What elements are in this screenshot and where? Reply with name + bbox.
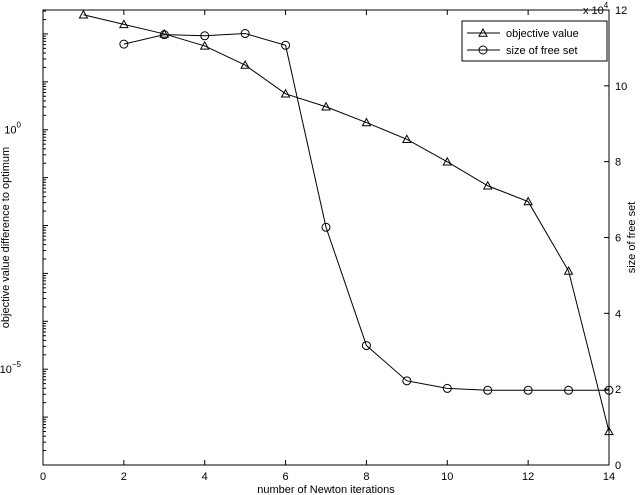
right-tick-label: 4 [615,308,621,320]
x-tick-label: 2 [121,471,127,483]
x-axis-label: number of Newton iterations [257,484,395,495]
objective-value-point [361,117,372,127]
free-set-size-point [159,30,169,40]
legend-label-size-of-free-set: size of free set [506,45,578,57]
objective-value-point [442,156,453,166]
objective-value-point [402,134,412,144]
legend-circle-marker [478,45,488,55]
legend-label-objective-value: objective value [506,28,579,40]
x-axis: 0 2 4 6 8 10 12 14 [40,10,615,483]
left-tick-label: 100 [4,121,21,137]
left-tick-label: 10−5 [0,360,22,376]
legend-box [461,20,608,62]
right-tick-label: 12 [615,5,627,17]
objective-value-point [119,19,129,29]
objective-value-point [280,88,291,98]
right-tick-label: 8 [615,157,621,169]
objective-value-point [523,196,533,206]
x-tick-label: 10 [441,471,453,483]
plot-area [42,9,610,466]
free-set-size-point [523,385,533,395]
right-tick-label: 6 [615,233,621,245]
x-tick-label: 8 [363,471,369,483]
x-tick-label: 12 [522,471,534,483]
free-set-size-point [604,385,614,395]
left-y-axis-label: objective value difference to optimum [0,147,12,328]
right-tick-label: 0 [615,460,621,472]
free-set-size-point [200,31,210,41]
x-tick-label: 4 [202,471,208,483]
series-layer [78,9,614,436]
objective-value-point [159,28,170,38]
objective-value-point [563,265,574,275]
objective-value-point [199,40,210,50]
objective-value-point [482,180,493,190]
right-tick-label: 10 [615,81,627,93]
objective-value-point [78,9,89,19]
x-tick-label: 14 [603,471,615,483]
free-set-size-point [402,376,412,386]
free-set-size-point [321,222,331,232]
right-tick-label: 2 [615,384,621,396]
objective-value-point [321,101,331,111]
legend: objective value size of free set [461,20,608,62]
free-set-size-line [123,33,609,391]
left-y-axis: 100 10−5 [0,10,48,466]
free-set-size-point [119,39,129,49]
free-set-size-point [564,385,574,395]
right-y-axis: 0 2 4 6 8 10 12 [604,5,627,472]
free-set-size-point [281,40,291,50]
right-y-axis-label: size of free set [626,202,638,274]
x-tick-label: 6 [283,471,289,483]
objective-value-line [83,14,610,432]
x-tick-label: 0 [40,471,46,483]
free-set-size-point [483,385,493,395]
right-axis-multiplier: x 104 [583,1,609,17]
legend-triangle-marker [478,27,488,37]
objective-value-point [240,60,250,69]
objective-value-point [604,426,614,436]
free-set-size-point [240,29,250,39]
free-set-size-point [361,341,371,351]
free-set-size-point [442,383,452,393]
